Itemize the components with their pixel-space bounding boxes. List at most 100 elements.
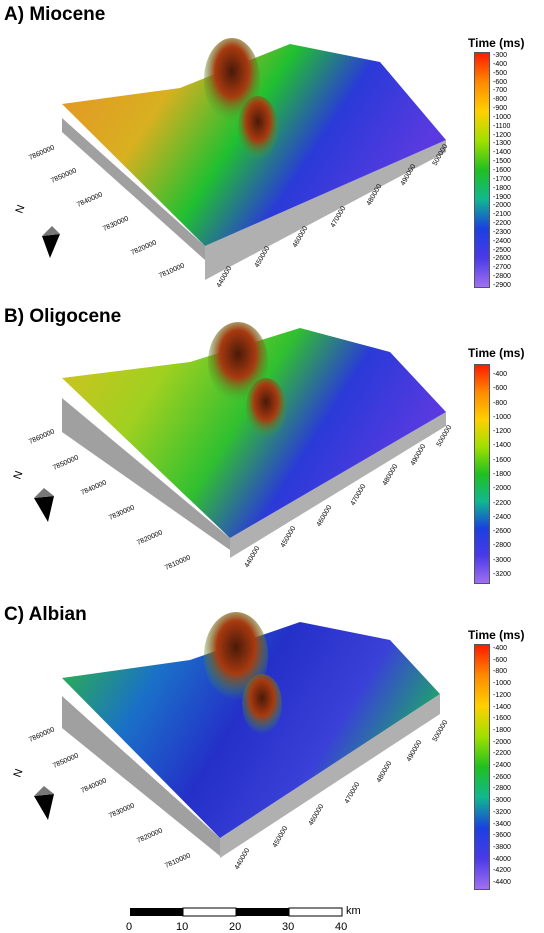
legend-title: Time (ms) <box>468 628 525 642</box>
north-arrow-icon: N <box>14 203 60 258</box>
legend-label: -1200 <box>493 131 511 139</box>
y-tick: 7830000 <box>108 504 136 522</box>
legend-label: -2200 <box>493 750 511 758</box>
legend-label: -4400 <box>493 879 511 886</box>
scale-unit: km <box>346 905 361 917</box>
legend-title: Time (ms) <box>468 346 525 360</box>
legend-label: -400 <box>493 371 508 378</box>
legend-label: -2000 <box>493 485 511 493</box>
legend-label: -800 <box>493 96 508 104</box>
legend-label: -3400 <box>493 820 511 828</box>
surface-top <box>62 328 446 538</box>
surface-plot <box>62 612 440 858</box>
legend-label: -1400 <box>493 149 511 157</box>
surface-left-wall <box>62 118 205 260</box>
legend-label: -1200 <box>493 428 511 436</box>
legend-label: -2600 <box>493 255 511 263</box>
x-tick: 440000 <box>244 545 262 569</box>
legend-label: -1800 <box>493 471 511 478</box>
scale-segment <box>236 908 289 916</box>
scale-segment <box>182 907 237 917</box>
legend-label: -3200 <box>493 571 511 578</box>
legend-label: -2400 <box>493 513 511 521</box>
axis-labels: 7860000 7850000 7840000 7830000 7820000 … <box>12 719 450 871</box>
peak-north <box>208 322 268 402</box>
x-tick: 500000 <box>432 719 450 743</box>
legend-label: -1600 <box>493 456 511 464</box>
legend-label: -2400 <box>493 237 511 245</box>
panel-oligocene: B) Oligocene 7860000 7850000 7840000 783 <box>0 302 544 602</box>
peak-south <box>242 674 282 734</box>
x-tick: 470000 <box>330 205 348 229</box>
axis-labels: 7860000 7850000 7840000 7830000 7820000 … <box>12 424 454 572</box>
x-tick: 490000 <box>406 739 424 763</box>
peak-north <box>204 38 260 122</box>
legend-label: -1000 <box>493 413 511 421</box>
x-tick: 460000 <box>308 803 326 827</box>
legend-label: -3800 <box>493 843 511 851</box>
legend-label: -2900 <box>493 282 511 289</box>
y-tick: 7850000 <box>52 454 80 472</box>
legend-label: -2000 <box>493 738 511 746</box>
x-tick: 480000 <box>376 760 394 784</box>
x-tick: 450000 <box>272 825 290 849</box>
y-tick: 7810000 <box>164 554 192 572</box>
legend-label: -1100 <box>493 122 511 130</box>
legend-label: -1600 <box>493 167 511 174</box>
x-tick: 440000 <box>234 847 252 871</box>
y-tick: 7850000 <box>52 752 80 770</box>
x-tick: 440000 <box>216 265 234 289</box>
legend-label: -1900 <box>493 193 511 201</box>
legend-label: -600 <box>493 385 508 393</box>
legend-label: -4200 <box>493 867 511 875</box>
x-tick: 480000 <box>382 463 400 487</box>
scale-label: 0 <box>126 921 132 933</box>
y-tick: 7850000 <box>50 167 78 185</box>
x-tick: 450000 <box>280 525 298 549</box>
y-tick: 7810000 <box>164 852 192 870</box>
legend-label: -3600 <box>493 832 511 840</box>
north-arrow-icon: N <box>12 469 54 522</box>
x-tick: 500000 <box>432 143 450 167</box>
surface-plot <box>62 38 446 280</box>
legend-label: -2100 <box>493 211 511 219</box>
surface-front-wall <box>220 694 440 858</box>
scale-label: 20 <box>229 921 241 933</box>
legend-label: -4000 <box>493 855 511 863</box>
legend-label: -600 <box>493 78 508 86</box>
y-tick: 7860000 <box>28 726 56 744</box>
panel-miocene: A) Miocene 7860000 7850000 7840000 78300 <box>0 0 544 300</box>
surface-front-wall <box>230 412 446 558</box>
scale-label: 40 <box>335 921 347 933</box>
legend-label: -2600 <box>493 528 511 536</box>
y-tick: 7820000 <box>136 827 164 845</box>
legend-label: -3200 <box>493 808 511 816</box>
legend-label: -1500 <box>493 158 511 166</box>
legend-label: -2700 <box>493 264 511 272</box>
scale-label: 30 <box>282 921 294 933</box>
scale-segment <box>130 908 183 916</box>
north-label: N <box>12 469 26 481</box>
surface-left-wall <box>62 696 220 856</box>
legend-label: -2000 <box>493 202 511 210</box>
legend-label: -700 <box>493 87 508 95</box>
y-tick: 7820000 <box>130 239 158 257</box>
y-tick: 7830000 <box>108 802 136 820</box>
north-arrow-icon: N <box>12 767 54 820</box>
panel-title: C) Albian <box>4 604 87 625</box>
surface-left-wall <box>62 398 230 550</box>
legend-label: -2500 <box>493 246 511 254</box>
legend-label: -1400 <box>493 442 511 450</box>
x-tick: 470000 <box>350 483 368 507</box>
legend-label: -1000 <box>493 680 511 688</box>
y-tick: 7810000 <box>158 262 186 280</box>
north-label: N <box>12 767 26 779</box>
x-tick: 470000 <box>344 781 362 805</box>
y-tick: 7860000 <box>28 144 56 162</box>
legend-label: -1400 <box>493 703 511 711</box>
x-tick: 480000 <box>366 183 384 207</box>
x-tick: 490000 <box>400 163 418 187</box>
peak-south <box>238 96 278 160</box>
legend-label: -800 <box>493 399 508 407</box>
x-tick: 460000 <box>316 504 334 528</box>
